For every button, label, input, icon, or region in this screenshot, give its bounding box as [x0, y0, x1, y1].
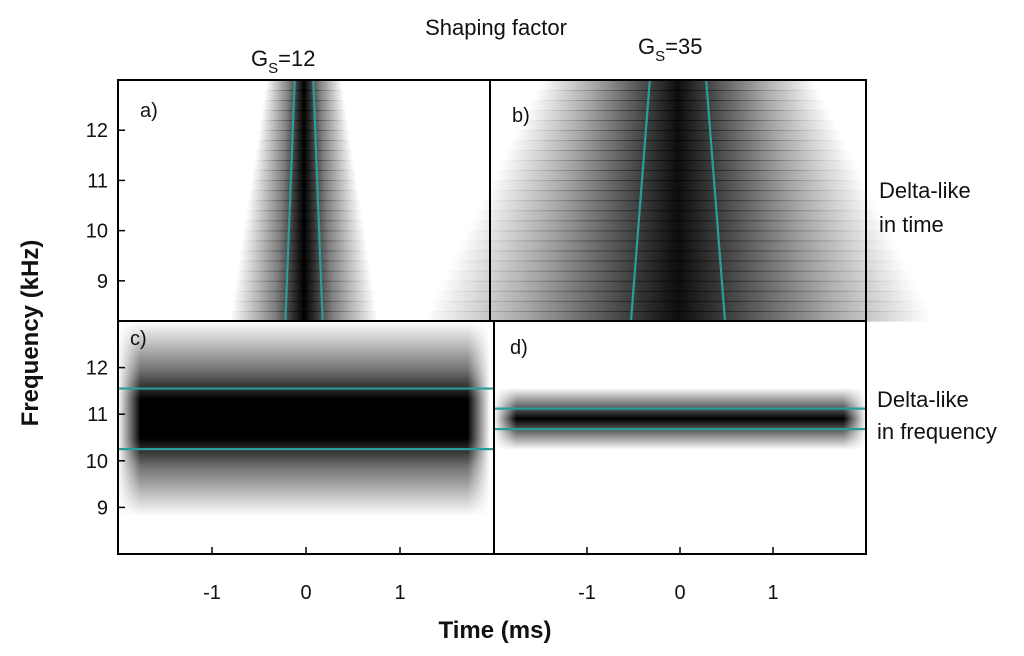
- heatmap-slice-b: [495, 170, 861, 182]
- panel-label-d: d): [510, 337, 528, 359]
- column-label-gs35: GS=35: [638, 34, 702, 65]
- heatmap-slice-a: [261, 110, 347, 121]
- heatmap-slice-b: [490, 180, 866, 192]
- xtick-label-c: 1: [394, 582, 405, 604]
- row-label-time-line1: Delta-like: [879, 178, 971, 203]
- ytick-label-a: 12: [86, 120, 108, 142]
- panel-label-a: a): [140, 100, 158, 122]
- ytick-label-a: 11: [87, 170, 108, 192]
- heatmap-slice-a: [241, 240, 367, 252]
- heatmap-slice-b: [454, 250, 902, 262]
- ytick-label-a: 9: [97, 271, 108, 293]
- panel-d-heatmap: [494, 387, 866, 450]
- heatmap-slice-b: [525, 110, 831, 121]
- xtick-label-d: 1: [767, 582, 778, 604]
- heatmap-slice-a: [255, 150, 353, 161]
- panel-c-heatmap: [118, 321, 494, 517]
- heatmap-slice-a: [235, 280, 373, 292]
- heatmap-slice-b: [444, 270, 912, 282]
- boundary-line-a-1: [312, 79, 324, 322]
- xtick-label-c: 0: [300, 582, 311, 604]
- y-axis-label: Frequency (kHz): [17, 240, 44, 427]
- boundary-overlays: [118, 79, 866, 451]
- heatmap-slice-a: [262, 100, 346, 111]
- heatmap-slice-a: [259, 120, 349, 131]
- heatmap-slice-a: [258, 130, 350, 141]
- axis-ticks: 9 10 11 12 9 10 11 12 -1 0 1 -1 0 1: [86, 120, 779, 604]
- heatmap-slice-b: [515, 130, 841, 141]
- heatmap-slice-b: [510, 140, 846, 151]
- heatmap-slice-a: [233, 290, 375, 302]
- heatmap-slice-b: [449, 260, 907, 272]
- xtick-label-d: 0: [674, 582, 685, 604]
- heatmap-slice-b: [484, 190, 872, 202]
- heatmap-slice-b: [474, 210, 882, 222]
- heatmap-slice-a: [247, 200, 361, 212]
- ytick-label-c: 12: [86, 358, 108, 380]
- heatmap-slice-a: [236, 270, 372, 282]
- xtick-label-d: -1: [578, 582, 596, 604]
- boundary-line-a-0: [284, 79, 296, 322]
- ytick-label-a: 10: [86, 221, 108, 243]
- xtick-label-c: -1: [203, 582, 221, 604]
- heatmap-band-c: [118, 321, 494, 517]
- panel-a-heatmap: [230, 80, 378, 322]
- heatmap-slice-b: [469, 220, 887, 232]
- row-label-freq-line1: Delta-like: [877, 387, 969, 412]
- heatmap-slice-b: [540, 80, 816, 91]
- boundary-line-b-1: [705, 79, 727, 322]
- figure-title: Shaping factor: [425, 15, 567, 40]
- panel-label-b: b): [512, 105, 530, 127]
- heatmap-slice-a: [256, 140, 352, 151]
- col2-val: =35: [665, 34, 702, 59]
- heatmap-slice-a: [230, 310, 378, 322]
- col1-g: G: [251, 46, 268, 71]
- heatmap-slice-b: [439, 280, 917, 292]
- ytick-label-c: 9: [97, 497, 108, 519]
- heatmap-slice-b: [429, 300, 927, 312]
- heatmap-slice-a: [245, 210, 363, 222]
- heatmap-slice-a: [239, 250, 369, 262]
- col1-val: =12: [278, 46, 315, 71]
- ytick-label-c: 10: [86, 451, 108, 473]
- row-label-freq-line2: in frequency: [877, 419, 997, 444]
- heatmap-slice-a: [244, 220, 364, 232]
- heatmap-slice-b: [535, 90, 821, 101]
- ytick-label-c: 11: [87, 404, 108, 426]
- heatmap-slice-a: [264, 90, 344, 101]
- heatmap-slice-a: [252, 170, 356, 182]
- heatmap-slice-b: [424, 310, 932, 322]
- heatmap-slice-b: [505, 150, 851, 161]
- col2-g: G: [638, 34, 655, 59]
- x-axis-label: Time (ms): [439, 617, 552, 644]
- column-label-gs12: GS=12: [251, 46, 315, 77]
- heatmap-slice-b: [434, 290, 922, 302]
- heatmap-slice-b: [479, 200, 877, 212]
- heatmap-slice-b: [530, 100, 826, 111]
- col1-sub: S: [268, 60, 278, 77]
- boundary-line-b-0: [629, 79, 651, 322]
- heatmap-slice-a: [266, 80, 342, 91]
- heatmap-slice-b: [459, 240, 897, 252]
- heatmap-slice-a: [242, 230, 366, 242]
- heatmap-slice-a: [250, 180, 358, 192]
- col2-sub: S: [655, 48, 665, 65]
- heatmap-slice-b: [464, 230, 892, 242]
- heatmap-slice-a: [253, 160, 355, 171]
- heatmap-band-d: [494, 387, 866, 450]
- row-label-time-line2: in time: [879, 212, 944, 237]
- heatmap-slice-a: [248, 190, 360, 202]
- panel-b-heatmap: [424, 80, 932, 322]
- heatmap-slice-a: [238, 260, 370, 272]
- heatmap-slice-b: [500, 160, 856, 171]
- panel-label-c: c): [130, 328, 147, 350]
- heatmap-slice-b: [520, 120, 836, 131]
- heatmap-slice-a: [231, 300, 377, 312]
